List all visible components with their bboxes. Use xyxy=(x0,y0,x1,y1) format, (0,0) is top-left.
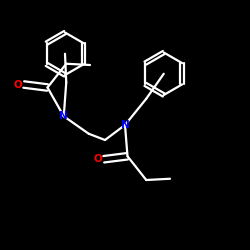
Text: N: N xyxy=(60,111,68,121)
Text: O: O xyxy=(14,80,23,90)
Text: N: N xyxy=(120,120,130,130)
Text: O: O xyxy=(94,154,103,164)
